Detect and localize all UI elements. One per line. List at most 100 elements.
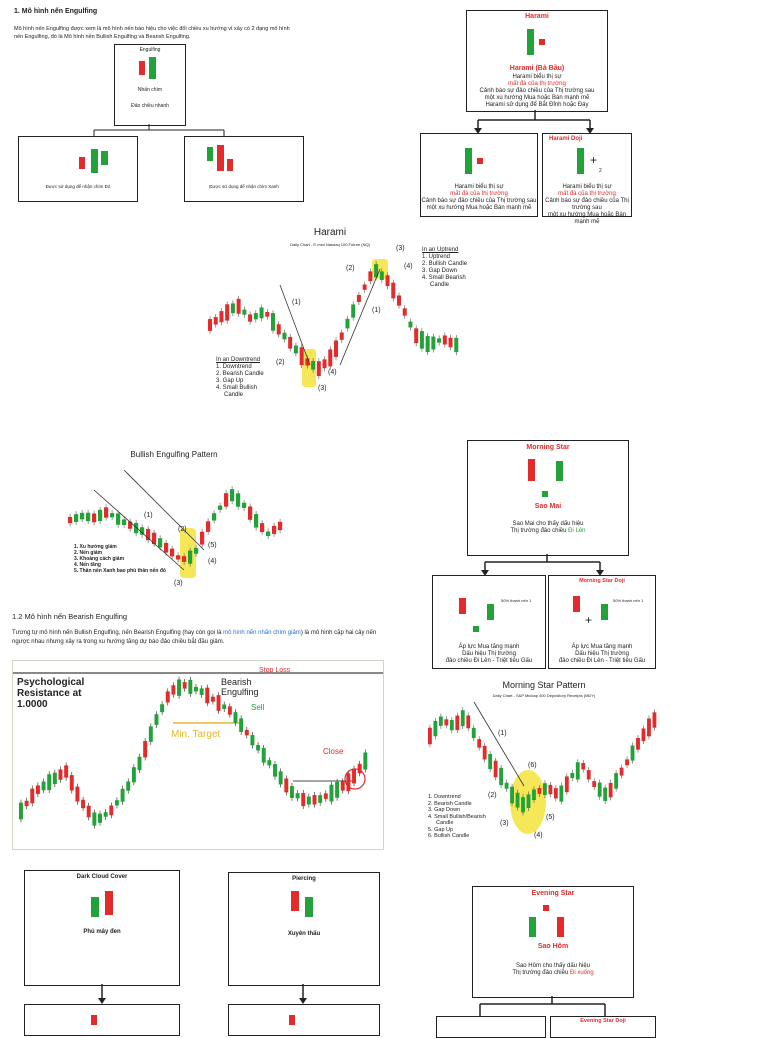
bullish-candle (131, 767, 136, 783)
bullish-candle (74, 514, 79, 522)
bullish-candle (154, 714, 159, 725)
bullish-candle (134, 522, 139, 534)
bearish-engulfing-box: Được sử dụng để nhận chìm Xanh (184, 136, 304, 202)
bullish-candle (454, 337, 459, 353)
bullish-candle (86, 512, 91, 522)
engulfing-center-name: Nhấn chìm (137, 87, 163, 93)
bullish-candle (504, 782, 509, 789)
bullish-candle (473, 626, 479, 632)
bullish-engulfing-chart: Bullish Engulfing Pattern 1. Xu hướng gi… (64, 448, 294, 598)
bullish-candle (273, 764, 277, 777)
evening-doji-title: Evening Star Doji (580, 1018, 626, 1024)
bearish-candle (58, 769, 63, 780)
dark-cloud-arrow (98, 984, 106, 1004)
bullish-candle (282, 332, 287, 340)
bullish-candle (601, 604, 608, 620)
bearish-candle (210, 696, 215, 702)
bullish-candle (80, 512, 85, 520)
bullish-candle (158, 538, 163, 548)
bearish-candle (557, 917, 564, 937)
engulfing-connectors (93, 124, 225, 136)
bearish-candle (64, 765, 69, 778)
bullish-candle (212, 513, 217, 521)
harami-doji-lines: Harami biểu thị sự mất đà của thị trường… (543, 184, 631, 226)
morning-left-note: 50% thanh nến 1 (501, 598, 532, 603)
bearish-candle (69, 775, 74, 791)
bullish-candle (318, 795, 323, 803)
bullish-candle (98, 509, 103, 522)
bearish-candle (539, 39, 545, 45)
bullish-candle (222, 704, 227, 709)
bearish-candle (164, 542, 169, 553)
bearish-link[interactable]: mô hình nến nhấn chìm giảm (223, 630, 301, 636)
bearish-candle (105, 891, 113, 915)
harami-chart-title: Harami (313, 227, 347, 238)
bullish-candle (126, 781, 131, 791)
bullish-candle (529, 917, 536, 937)
engulfing-intro: Mô hình nến Engulfing được xem là mô hìn… (14, 26, 290, 40)
engulfing-center-title: Engulfing (139, 47, 161, 53)
bearish-candle (356, 294, 361, 303)
bullish-candle (52, 772, 57, 785)
morning-doji-title: Morning Star Doji (579, 578, 625, 584)
bullish-candle (194, 547, 199, 554)
bearish-section: 1.2 Mô hình nến Bearish Engulfing Tương … (12, 612, 382, 647)
bearish-candle (171, 685, 176, 695)
bullish-engulfing-box: Được sử dụng để nhận chìm Đỏ (18, 136, 138, 202)
bearish-candle (182, 556, 187, 562)
bearish-candle (312, 795, 317, 805)
bullish-candle (419, 331, 424, 349)
bullish-candle (230, 489, 235, 502)
uptrend-item: Candle (430, 282, 450, 288)
bearish-candle (537, 788, 542, 794)
bearish-candle (573, 596, 580, 612)
foot-line: đảo chiều Đi Lên - Triệt tiêu Gấu (445, 658, 533, 664)
bullish-candle (148, 726, 153, 742)
uptrend-legend: In an Uptrend 1. Uptrend 2. Bullish Cand… (422, 247, 467, 289)
bullish-candle (532, 789, 536, 801)
bullish-candle (570, 772, 575, 779)
bearish-candle (455, 715, 460, 731)
bearish-candle (288, 336, 293, 349)
bullish-candle (293, 345, 298, 354)
bearish-candle (328, 349, 333, 367)
bullish-candle (305, 897, 313, 917)
resistance-label: Psychological Resistance at 1.0000 (17, 677, 85, 710)
bullish-candle (335, 781, 340, 798)
legend-item: 3. Khoảng cách giảm (74, 556, 125, 562)
bearish-candle (265, 311, 270, 317)
morning-star-desc: Sao Mai cho thấy dấu hiệu (512, 521, 584, 527)
evening-star-box: Evening Star Sao Hôm Sao Hôm cho thấy dấ… (472, 886, 634, 998)
uptrend-title: In an Uptrend (422, 247, 459, 253)
bullish-candle (379, 271, 384, 280)
evening-doji-box: Evening Star Doji (550, 1016, 656, 1038)
bullish-candle (465, 148, 472, 174)
bullish-candle (41, 781, 46, 791)
marker-label: (1) (372, 307, 381, 314)
bullish-candle (91, 897, 99, 917)
bearish-candle (227, 159, 233, 171)
bearish-candle (165, 691, 170, 703)
bearish-candle (299, 347, 304, 366)
uptrend-item: 3. Gap Down (422, 268, 458, 274)
trend-line (473, 701, 525, 787)
bearish-candle (104, 507, 109, 518)
evening-star-name: Sao Hôm (537, 943, 569, 950)
bullish-candle (91, 149, 98, 173)
foot-line: Áp lực Mua tăng mạnh (458, 644, 520, 650)
bearish-candle (68, 516, 73, 524)
harami-connectors (474, 110, 594, 134)
bearish-candle (206, 521, 211, 532)
harami-chart-subtitle: Daily Chart - E-mini Nasdaq 100 Future (… (290, 242, 370, 247)
bearish-candle (442, 335, 447, 345)
bullish-candle (266, 531, 271, 537)
bearish-candle (30, 788, 35, 804)
bearish-candle (402, 308, 407, 316)
bullish-candle (250, 734, 255, 746)
morning-chart-candles (428, 701, 657, 834)
bullish-candle (267, 760, 272, 766)
bearish-candle (260, 523, 265, 533)
downtrend-legend: In an Downtrend 1. Downtrend 2. Bearish … (216, 357, 264, 399)
bearish-candle (276, 324, 281, 335)
doji-cross: + (590, 153, 598, 167)
